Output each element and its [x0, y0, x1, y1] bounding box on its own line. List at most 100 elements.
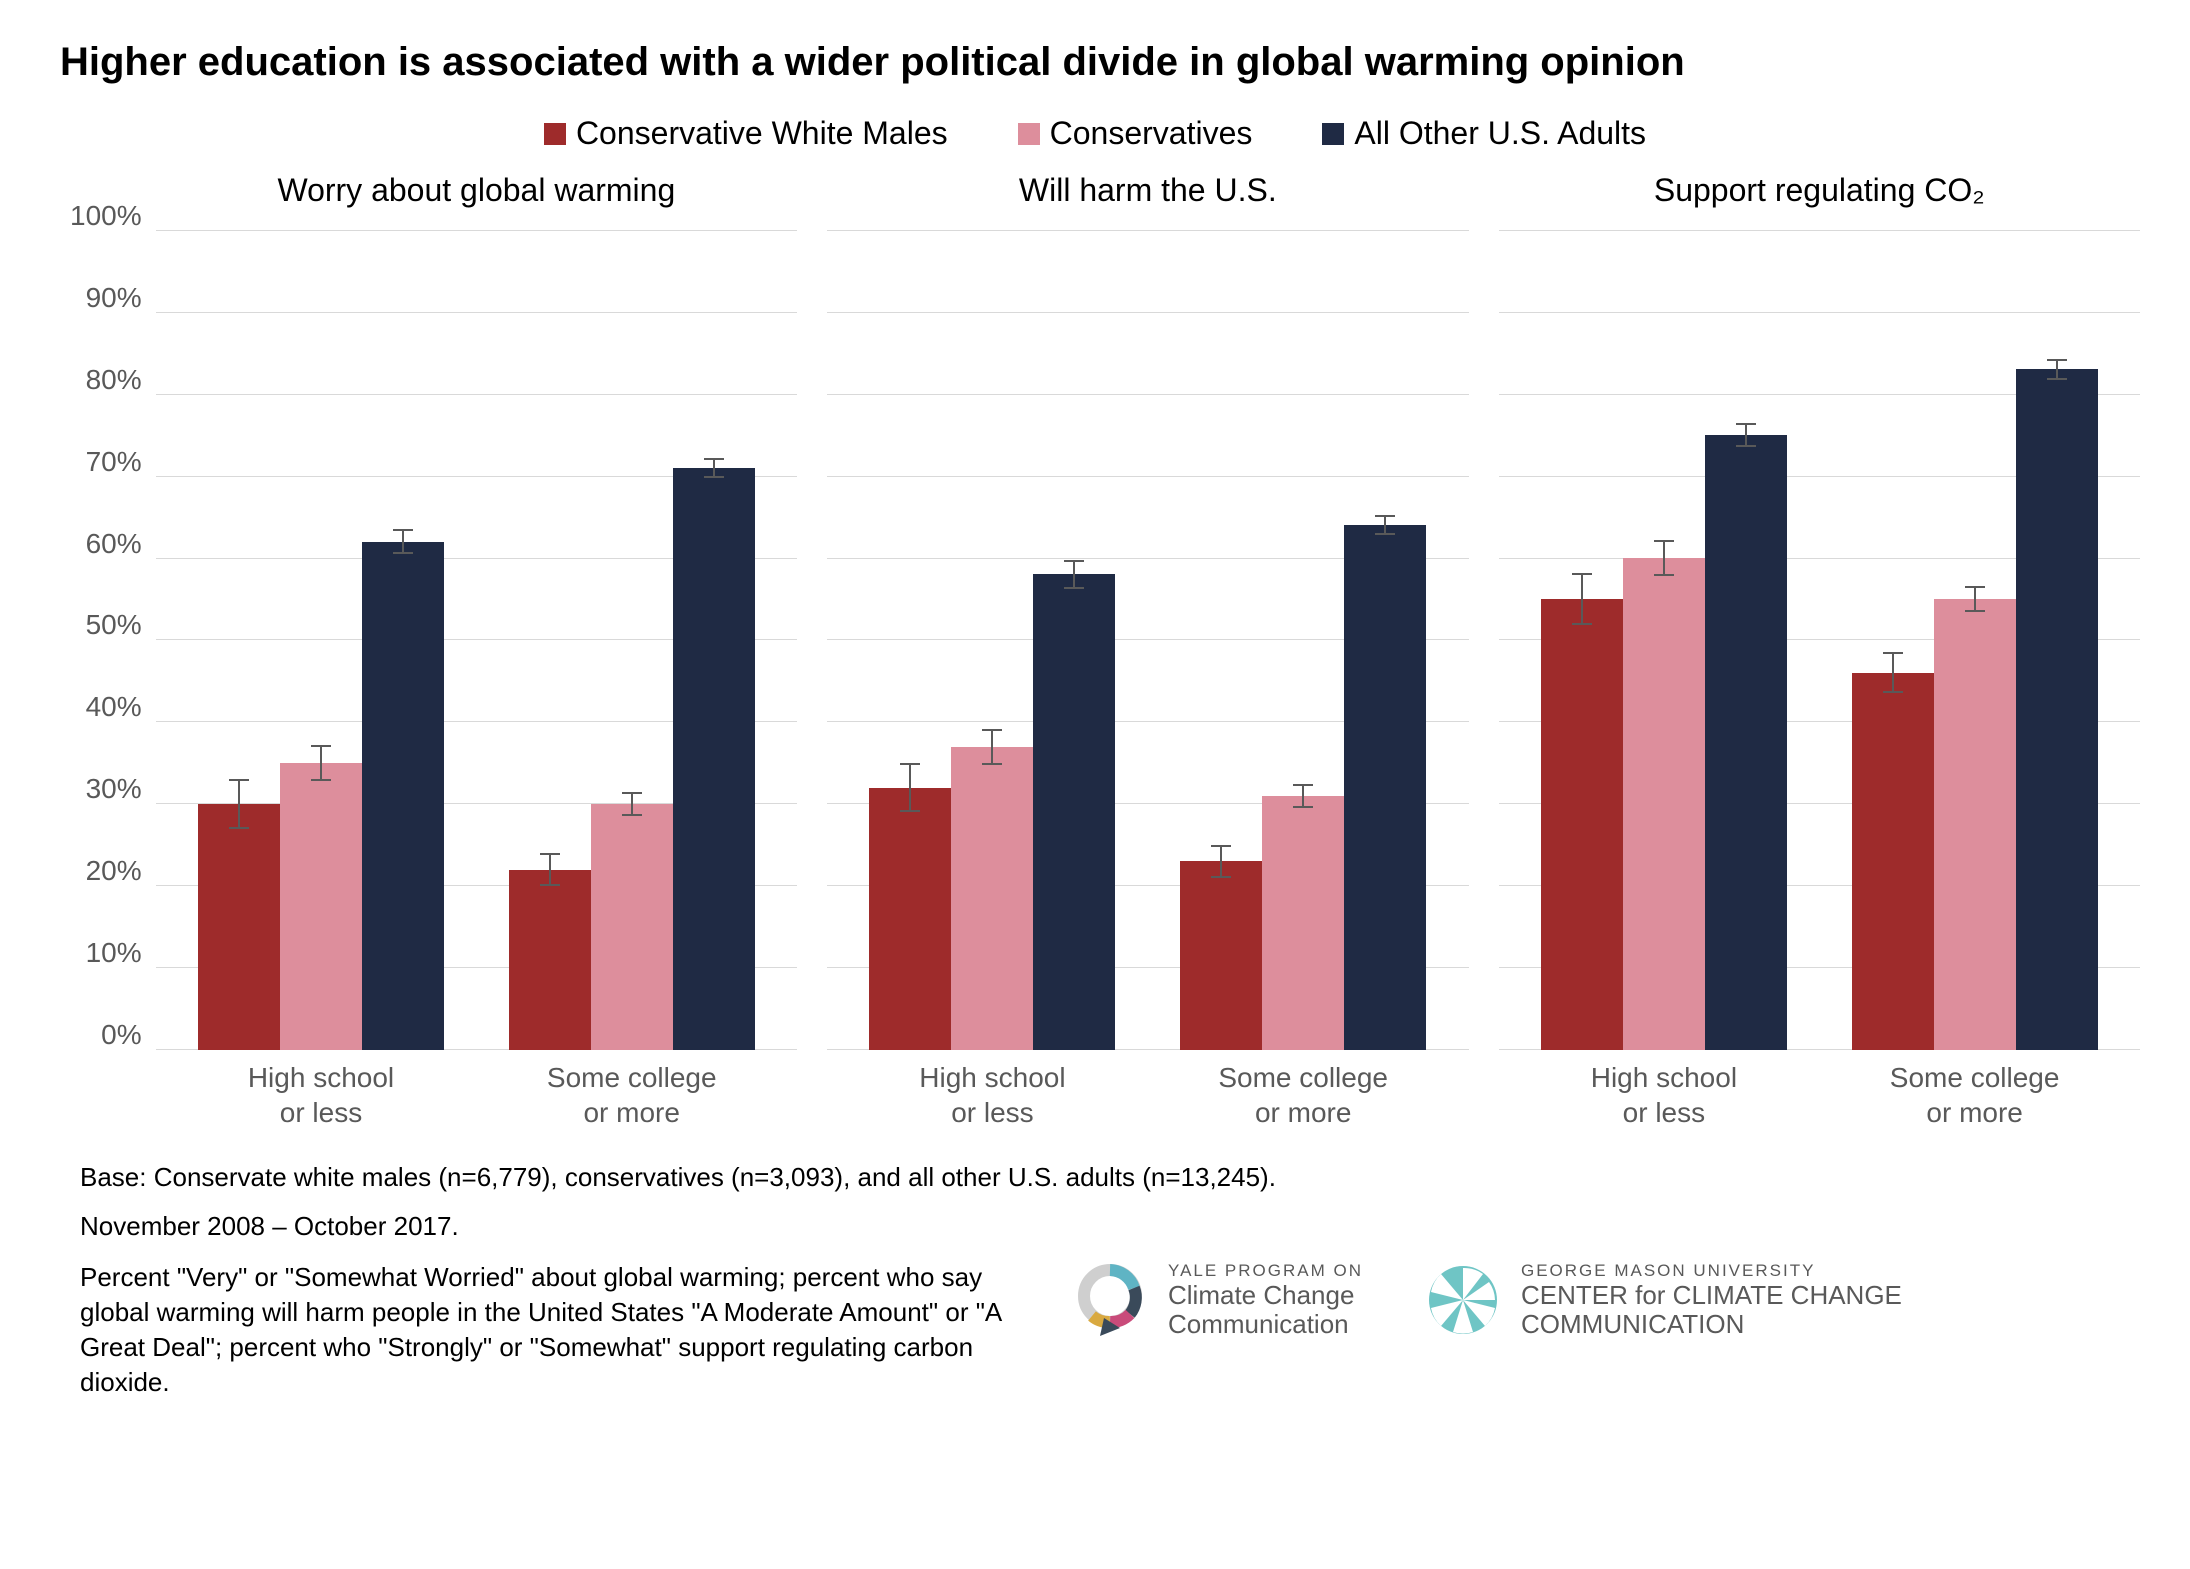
bar [869, 788, 951, 1050]
bar-wrap [1934, 230, 2016, 1050]
bar-wrap [362, 230, 444, 1050]
error-bar [1073, 560, 1075, 590]
gmu-line2: CENTER for CLIMATE CHANGE [1521, 1281, 1902, 1310]
legend-item: All Other U.S. Adults [1322, 115, 1646, 152]
bar-wrap [280, 230, 362, 1050]
error-bar [1663, 540, 1665, 576]
y-tick-label: 60% [86, 544, 142, 545]
bar-wrap [1033, 230, 1115, 1050]
gmu-line3: COMMUNICATION [1521, 1310, 1902, 1339]
y-tick-label: 0% [101, 1035, 141, 1036]
bar [951, 747, 1033, 1050]
x-tick-label: Some collegeor more [476, 1060, 787, 1130]
bar-group [1148, 230, 1459, 1050]
error-bar [238, 779, 240, 828]
gmu-line1: GEORGE MASON UNIVERSITY [1521, 1262, 1902, 1281]
error-bar [549, 853, 551, 886]
panel-title: Worry about global warming [156, 172, 797, 212]
yale-line1: YALE PROGRAM ON [1168, 1262, 1363, 1281]
bar [1623, 558, 1705, 1050]
y-tick-label: 10% [86, 953, 142, 954]
error-bar [1892, 652, 1894, 693]
chart-panels: 100%90%80%70%60%50%40%30%20%10%0% Worry … [70, 172, 2140, 1130]
bar [1852, 673, 1934, 1050]
bar-wrap [1180, 230, 1262, 1050]
chart-title: Higher education is associated with a wi… [50, 40, 2140, 85]
legend: Conservative White Males Conservatives All… [50, 115, 2140, 152]
bar-wrap [673, 230, 755, 1050]
error-bar [631, 792, 633, 817]
panel-title: Will harm the U.S. [827, 172, 1468, 212]
y-tick-label: 40% [86, 707, 142, 708]
footer-dates: November 2008 – October 2017. [80, 1209, 2140, 1244]
bar [198, 804, 280, 1050]
yale-logo: YALE PROGRAM ON Climate Change Communica… [1070, 1260, 1363, 1340]
y-axis: 100%90%80%70%60%50%40%30%20%10%0% [70, 172, 156, 1130]
bar-wrap [1705, 230, 1787, 1050]
bar-wrap [591, 230, 673, 1050]
legend-item: Conservative White Males [544, 115, 948, 152]
bar [509, 870, 591, 1050]
error-bar [1745, 423, 1747, 448]
bar [1262, 796, 1344, 1050]
gmu-logo: GEORGE MASON UNIVERSITY CENTER for CLIMA… [1423, 1260, 1902, 1340]
bar [1541, 599, 1623, 1050]
bar-wrap [951, 230, 1033, 1050]
bar-group [166, 230, 477, 1050]
y-tick-label: 100% [70, 216, 142, 217]
legend-item: Conservatives [1018, 115, 1253, 152]
bar [2016, 369, 2098, 1050]
legend-swatch [544, 123, 566, 145]
error-bar [402, 529, 404, 554]
plot-area [1499, 230, 2140, 1050]
error-bar [991, 729, 993, 765]
bar-wrap [1852, 230, 1934, 1050]
y-tick-label: 70% [86, 462, 142, 463]
bar [591, 804, 673, 1050]
y-tick-label: 20% [86, 871, 142, 872]
error-bar [1384, 515, 1386, 535]
error-bar [909, 763, 911, 812]
chart-panel: Support regulating CO₂ High schoolor less… [1499, 172, 2140, 1130]
error-bar [1220, 845, 1222, 878]
legend-label: Conservative White Males [576, 115, 948, 152]
plot-area [156, 230, 797, 1050]
error-bar [320, 745, 322, 781]
bar-group [1509, 230, 1820, 1050]
bar-group [1819, 230, 2130, 1050]
footer-description: Percent "Very" or "Somewhat Worried" abo… [80, 1260, 1030, 1400]
legend-swatch [1018, 123, 1040, 145]
x-tick-label: High schoolor less [1509, 1060, 1820, 1130]
legend-label: Conservatives [1050, 115, 1253, 152]
gmu-logo-icon [1423, 1260, 1503, 1340]
yale-line3: Communication [1168, 1310, 1363, 1339]
error-bar [1581, 573, 1583, 625]
bar-wrap [509, 230, 591, 1050]
bar [362, 542, 444, 1050]
bar-group [476, 230, 787, 1050]
bar [1705, 435, 1787, 1050]
plot-area [827, 230, 1468, 1050]
error-bar [713, 458, 715, 478]
y-tick-label: 90% [86, 298, 142, 299]
panel-title: Support regulating CO₂ [1499, 172, 2140, 212]
error-bar [1974, 586, 1976, 612]
bar-wrap [1541, 230, 1623, 1050]
error-bar [2056, 359, 2058, 380]
x-tick-label: Some collegeor more [1148, 1060, 1459, 1130]
bar-wrap [869, 230, 951, 1050]
legend-label: All Other U.S. Adults [1354, 115, 1646, 152]
bar [673, 468, 755, 1050]
y-tick-label: 50% [86, 625, 142, 626]
error-bar [1302, 784, 1304, 809]
bar-wrap [1344, 230, 1426, 1050]
footer: Base: Conservate white males (n=6,779), … [50, 1160, 2140, 1401]
bar-wrap [1623, 230, 1705, 1050]
bar [280, 763, 362, 1050]
bar-group [837, 230, 1148, 1050]
bar [1344, 525, 1426, 1050]
legend-swatch [1322, 123, 1344, 145]
logos: YALE PROGRAM ON Climate Change Communica… [1070, 1260, 2140, 1340]
y-tick-label: 30% [86, 789, 142, 790]
x-tick-label: Some collegeor more [1819, 1060, 2130, 1130]
